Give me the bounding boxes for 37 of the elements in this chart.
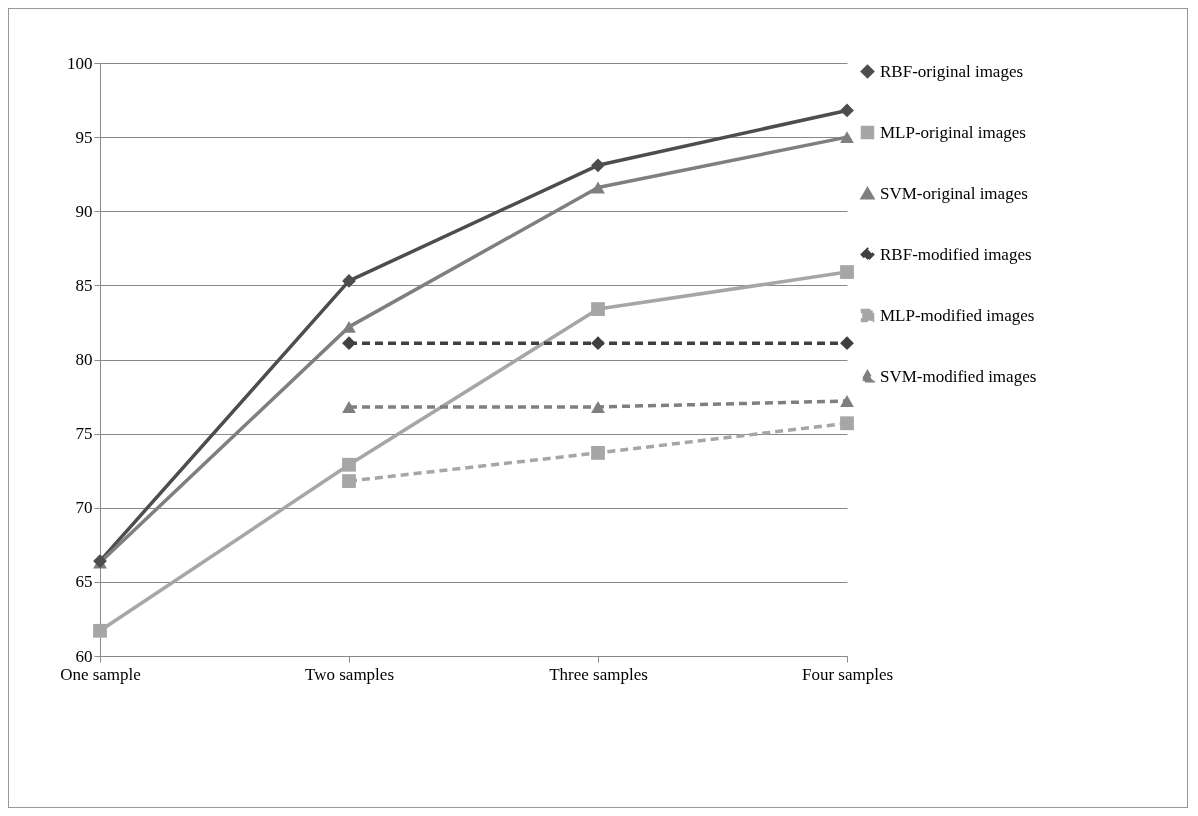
y-tick-label: 70 <box>75 498 93 518</box>
x-tick-label: One sample <box>60 664 141 684</box>
point <box>840 336 854 351</box>
y-tick-label: 90 <box>75 201 93 221</box>
y-tick-label: 95 <box>75 127 93 147</box>
point <box>840 265 854 279</box>
point <box>93 623 107 638</box>
y-tick-label: 100 <box>67 53 93 73</box>
legend-label: MLP-original images <box>880 122 1026 142</box>
point <box>840 103 854 118</box>
point <box>840 416 854 431</box>
legend-label: SVM-original images <box>880 183 1028 203</box>
point <box>840 395 854 407</box>
x-tick-label: Two samples <box>305 664 394 684</box>
point <box>342 400 356 413</box>
point <box>591 302 605 316</box>
point <box>591 181 605 194</box>
legend-label: RBF-modified images <box>880 244 1032 264</box>
point <box>342 474 356 488</box>
legend-label: RBF-original images <box>880 61 1024 81</box>
point <box>591 158 605 173</box>
legend-label: SVM-modified images <box>880 366 1037 386</box>
legend-label: MLP-modified images <box>880 305 1035 325</box>
y-tick-label: 80 <box>75 350 93 369</box>
point <box>342 457 356 472</box>
point <box>591 446 605 460</box>
y-tick-label: 65 <box>75 572 93 592</box>
y-tick-label: 85 <box>75 275 93 295</box>
x-tick-label: Three samples <box>549 664 648 684</box>
point <box>342 320 356 333</box>
y-tick-label: 60 <box>75 646 93 666</box>
point <box>840 131 854 144</box>
y-tick-label: 75 <box>75 424 93 444</box>
point <box>591 400 605 413</box>
point <box>591 336 605 351</box>
point <box>342 336 356 351</box>
x-tick-label: Four samples <box>801 664 894 684</box>
